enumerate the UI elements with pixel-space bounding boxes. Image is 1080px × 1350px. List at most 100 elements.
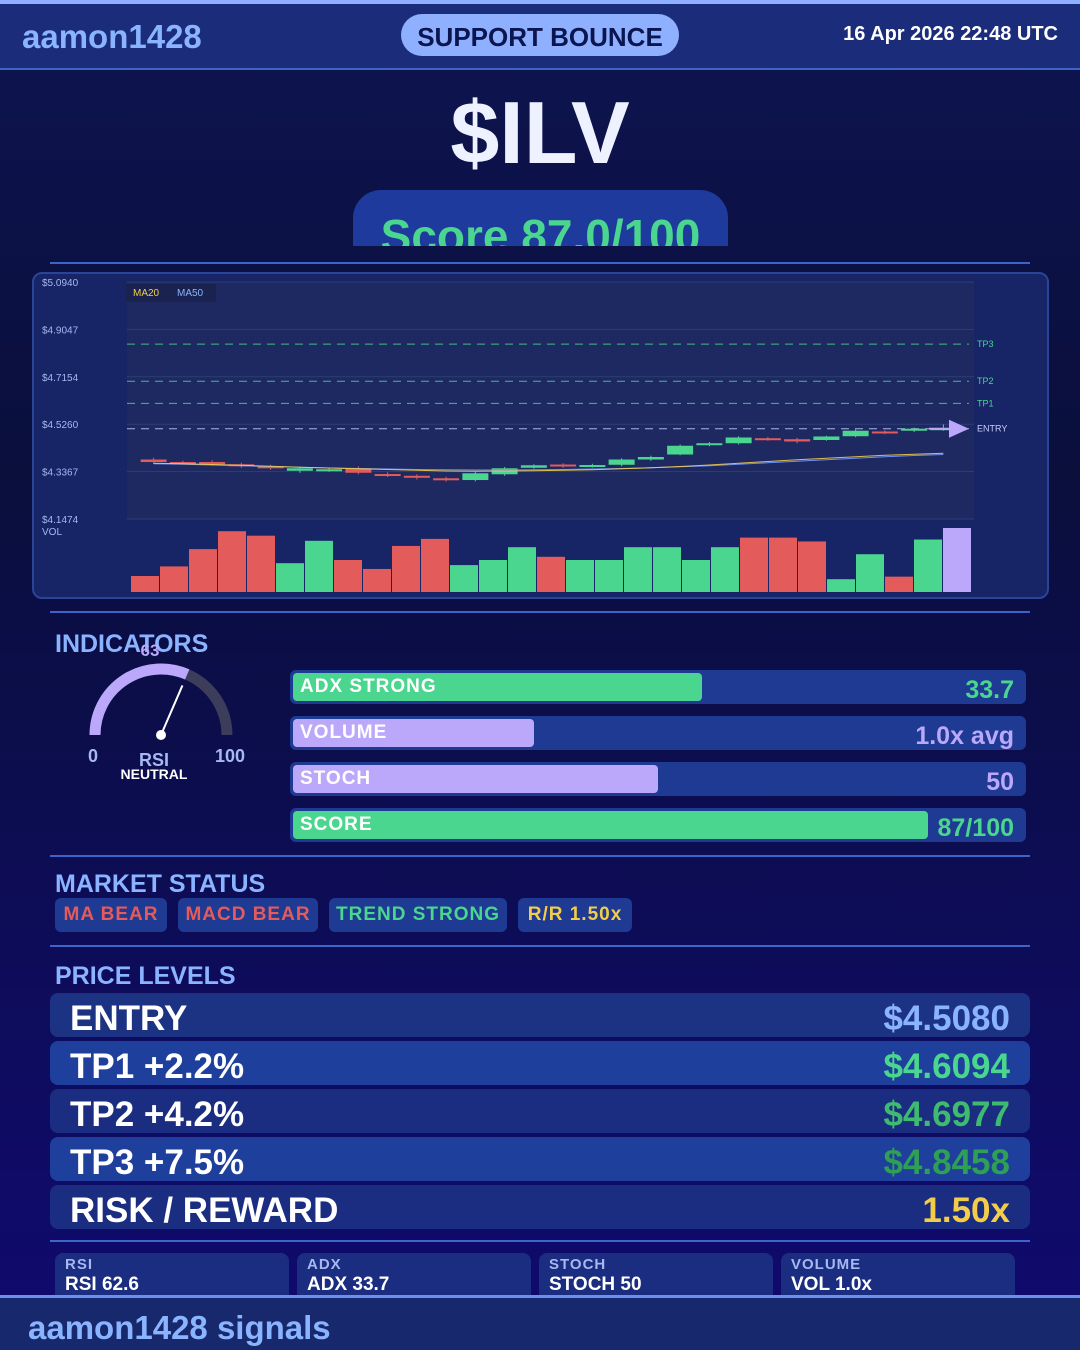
chart-volume-bar [566,560,594,592]
indicator-bar-label: STOCH [300,768,372,789]
price-level-label: ENTRY [70,999,188,1038]
status-tag: MACD BEAR [178,898,318,932]
brand-name: aamon1428 [22,18,202,55]
chart-volume-bar [305,540,333,592]
chart-candle-body [754,438,781,441]
price-levels-title: PRICE LEVELS [55,962,236,990]
summary-card-value: VOL 1.0x [791,1274,872,1295]
chart-candle-body [871,431,898,434]
chart-y-tick-label: $4.5260 [42,420,79,431]
chart-volume-bar [247,535,275,592]
chart-volume-bar [943,528,971,592]
chart-level-label: TP1 [977,398,994,408]
price-level-label: TP3 +7.5% [70,1143,245,1182]
price-level-label: TP1 +2.2% [70,1047,245,1086]
score-label: Score 87.0/100 [380,210,701,246]
footer-brand: aamon1428 signals [28,1309,331,1346]
price-level-row: RISK / REWARD 1.50x [50,1185,1030,1230]
chart-volume-bar [624,547,652,592]
divider [50,611,1030,613]
chart-volume-bar [885,576,913,592]
status-tag: MA BEAR [55,898,167,932]
summary-card-value: RSI 62.6 [65,1274,139,1295]
chart-candle-body [842,430,869,437]
chart-volume-bar [508,547,536,592]
chart-volume-label: VOL [42,527,62,538]
chart-volume-bar [160,566,188,592]
chart-y-tick-label: $4.9047 [42,325,79,336]
chart-legend-box [126,284,216,302]
chart-candle-body [374,474,401,477]
price-level-value: $4.6094 [883,1047,1010,1086]
indicator-bar-fill [293,673,702,701]
chart-volume-bar [827,579,855,592]
indicator-bar-label: ADX STRONG [300,676,437,697]
chart-candle-body [813,436,840,440]
chart-ma20-line [153,452,944,472]
chart-volume-bar [711,547,739,592]
summary-card: STOCH STOCH 50 [539,1253,773,1299]
chart-volume-bar [450,565,478,592]
chart-legend-ma50: MA50 [177,288,204,299]
price-level-value: $4.5080 [883,999,1010,1038]
chart-volume-bar [131,576,159,592]
chart-candle-body [667,445,694,455]
indicator-bar-value: 1.0x avg [915,722,1014,750]
chart-volume-bar [189,549,217,592]
price-chart: $5.0940 $4.9047 $4.7154 $4.5260 $4.3367 $4.14… [32,272,1049,599]
indicator-bar-fill [293,719,534,747]
price-level-row: TP1 +2.2% $4.6094 [50,1041,1030,1086]
rsi-gauge: 63 0 100 RSI NEUTRAL [72,640,252,790]
indicator-bar: STOCH 50 [290,762,1026,796]
indicator-bar-fill [293,765,658,793]
price-level-value: $4.8458 [883,1143,1010,1182]
chart-candle-body [462,473,489,481]
rsi-gauge-max: 100 [215,746,245,766]
chart-candle-body [637,457,664,460]
price-level-label: RISK / REWARD [70,1191,339,1230]
chart-candle-body [199,462,226,465]
chart-candle-body [140,459,167,463]
indicator-bar-value: 33.7 [965,676,1014,704]
footer-bar: aamon1428 signals [0,1295,1080,1350]
price-level-row: TP2 +4.2% $4.6977 [50,1089,1030,1134]
chart-level-label: TP3 [977,339,994,349]
chart-candle-body [725,437,752,444]
chart-candle-body [433,478,460,481]
chart-candle-body [520,465,547,468]
summary-card-title: STOCH [549,1256,607,1273]
chart-volume-bar [914,539,942,592]
chart-level-label: TP2 [977,376,994,386]
rsi-gauge-track [89,663,233,736]
indicators-title: INDICATORS [55,630,209,658]
summary-card-title: RSI [65,1256,94,1273]
chart-y-tick-label: $4.7154 [42,373,79,384]
score-badge: Score 87.0/100 [353,190,728,246]
chart-volume-bar [363,568,391,592]
chart-candle-body [608,459,635,465]
summary-card-value: STOCH 50 [549,1274,642,1295]
chart-candle-body [901,428,928,431]
indicator-bar-value: 87/100 [937,814,1014,842]
indicator-bar-fill [293,811,928,839]
price-level-label: TP2 +4.2% [70,1095,245,1134]
chart-volume-bar [769,537,797,592]
price-level-value: $4.6977 [883,1095,1010,1134]
indicator-bar: VOLUME 1.0x avg [290,716,1026,750]
summary-card: VOLUME VOL 1.0x [781,1253,1015,1299]
chart-volume-bar [856,554,884,592]
rsi-gauge-pivot [156,730,166,740]
signal-type-badge: SUPPORT BOUNCE [401,14,679,56]
divider [50,945,1030,947]
indicator-bar: ADX STRONG 33.7 [290,670,1026,704]
status-tag: R/R 1.50x [518,898,632,932]
divider [50,262,1030,264]
summary-card: ADX ADX 33.7 [297,1253,531,1299]
chart-volume-bar [682,560,710,592]
chart-candle-body [345,468,372,473]
indicator-bar-label: VOLUME [300,722,388,743]
divider [50,1240,1030,1242]
rsi-gauge-min: 0 [88,746,98,766]
chart-level-label: ENTRY [977,424,1007,434]
chart-candle-body [257,466,284,469]
